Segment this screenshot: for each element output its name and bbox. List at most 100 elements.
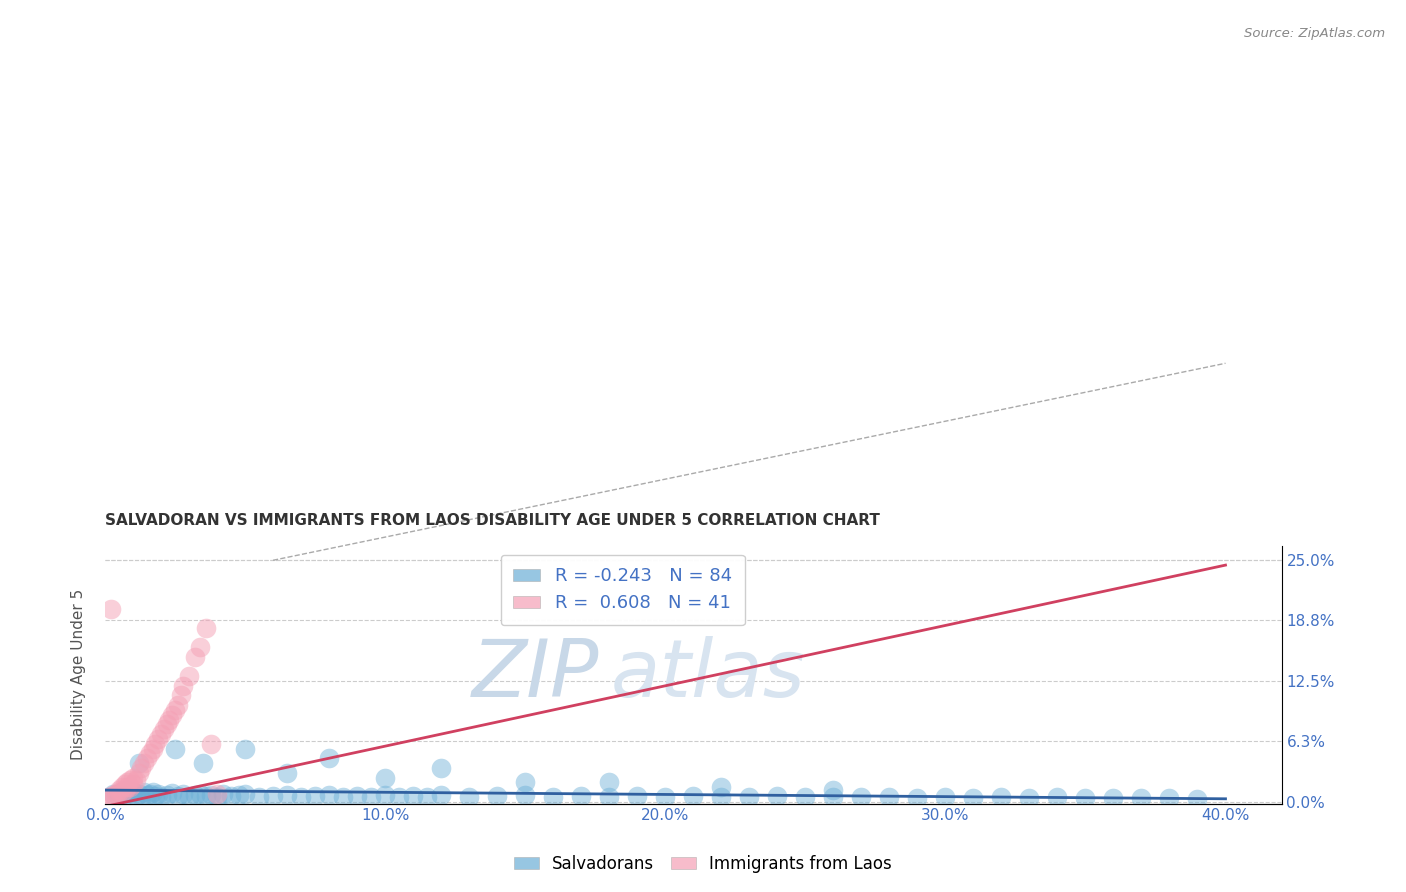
Point xyxy=(228,788,250,802)
Point xyxy=(150,789,173,804)
Point xyxy=(117,783,139,797)
Point xyxy=(211,787,233,801)
Point xyxy=(402,789,425,803)
Point xyxy=(205,787,228,801)
Point xyxy=(1187,792,1209,806)
Point xyxy=(304,789,326,803)
Point xyxy=(515,788,537,802)
Text: ZIP: ZIP xyxy=(472,636,599,714)
Point xyxy=(128,756,150,770)
Point xyxy=(194,621,217,635)
Point xyxy=(823,789,845,804)
Point xyxy=(177,789,200,804)
Point xyxy=(150,727,173,741)
Point xyxy=(117,780,139,795)
Point xyxy=(108,783,131,797)
Point xyxy=(145,737,167,751)
Point xyxy=(541,789,564,804)
Point xyxy=(120,787,142,801)
Point xyxy=(247,789,270,804)
Point xyxy=(219,789,242,803)
Point xyxy=(131,789,153,804)
Point xyxy=(103,788,125,802)
Point xyxy=(1130,790,1153,805)
Point xyxy=(290,789,312,804)
Point xyxy=(205,789,228,804)
Point xyxy=(134,785,156,799)
Point xyxy=(100,789,122,804)
Text: Source: ZipAtlas.com: Source: ZipAtlas.com xyxy=(1244,27,1385,40)
Point xyxy=(114,783,136,797)
Point xyxy=(194,789,217,803)
Point xyxy=(108,789,131,804)
Point xyxy=(156,788,179,802)
Point xyxy=(111,785,134,799)
Point xyxy=(962,790,984,805)
Point xyxy=(1159,790,1181,805)
Point xyxy=(108,785,131,799)
Legend: R = -0.243   N = 84, R =  0.608   N = 41: R = -0.243 N = 84, R = 0.608 N = 41 xyxy=(501,555,745,625)
Point xyxy=(905,790,928,805)
Point xyxy=(148,731,170,746)
Point xyxy=(374,788,396,802)
Point xyxy=(163,703,186,717)
Y-axis label: Disability Age Under 5: Disability Age Under 5 xyxy=(72,589,86,760)
Point xyxy=(879,789,901,804)
Point xyxy=(626,789,648,803)
Point xyxy=(188,640,211,655)
Point xyxy=(710,780,733,795)
Point xyxy=(200,737,222,751)
Point xyxy=(142,741,165,756)
Point xyxy=(276,788,298,802)
Point xyxy=(172,787,194,801)
Point xyxy=(111,780,134,795)
Text: SALVADORAN VS IMMIGRANTS FROM LAOS DISABILITY AGE UNDER 5 CORRELATION CHART: SALVADORAN VS IMMIGRANTS FROM LAOS DISAB… xyxy=(105,513,880,528)
Point xyxy=(458,789,481,804)
Point xyxy=(142,785,165,799)
Point xyxy=(233,787,256,801)
Point xyxy=(122,785,145,799)
Point xyxy=(136,788,159,802)
Point xyxy=(233,741,256,756)
Point xyxy=(103,787,125,801)
Point xyxy=(360,789,382,804)
Point xyxy=(183,788,205,802)
Point xyxy=(148,787,170,801)
Point xyxy=(114,777,136,791)
Point xyxy=(153,723,176,737)
Point xyxy=(160,786,183,800)
Point xyxy=(145,789,167,803)
Text: atlas: atlas xyxy=(610,636,806,714)
Point xyxy=(990,789,1012,804)
Point xyxy=(105,787,128,801)
Point xyxy=(682,789,704,803)
Point xyxy=(388,789,411,804)
Point xyxy=(515,775,537,789)
Point xyxy=(120,780,142,795)
Point xyxy=(332,789,354,804)
Point xyxy=(1018,790,1040,805)
Point xyxy=(710,789,733,804)
Point xyxy=(111,785,134,799)
Point xyxy=(97,789,120,804)
Point xyxy=(738,789,761,804)
Point xyxy=(1046,789,1069,804)
Legend: Salvadorans, Immigrants from Laos: Salvadorans, Immigrants from Laos xyxy=(508,848,898,880)
Point xyxy=(125,773,148,788)
Point xyxy=(318,751,340,765)
Point xyxy=(169,689,191,703)
Point xyxy=(157,713,180,727)
Point xyxy=(156,717,179,731)
Point xyxy=(139,747,162,761)
Point xyxy=(160,707,183,722)
Point xyxy=(262,789,284,803)
Point xyxy=(1102,790,1125,805)
Point xyxy=(128,765,150,780)
Point xyxy=(177,669,200,683)
Point xyxy=(416,789,439,804)
Point xyxy=(122,777,145,791)
Point xyxy=(166,698,188,712)
Point xyxy=(430,761,453,775)
Point xyxy=(128,787,150,801)
Point xyxy=(117,775,139,789)
